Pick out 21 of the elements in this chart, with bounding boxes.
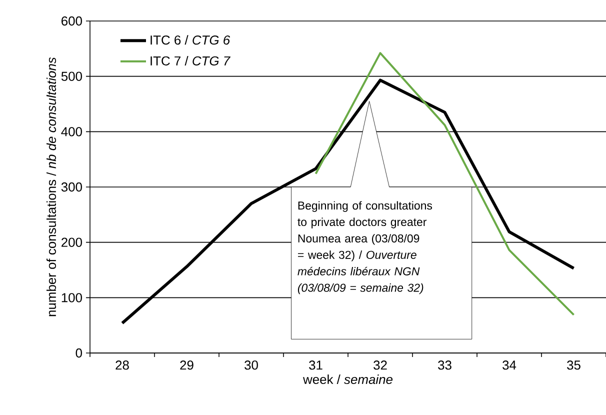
- y-tick-label: 400: [61, 127, 82, 136]
- annotation: Beginning of consultations to private doctors greater Noumea area (03/08/09 = week 32) / Ouverture médecins libéraux NGN (03/08/09 = semaine 32): [298, 201, 432, 294]
- x-tick-label: 34: [502, 360, 516, 370]
- y-tick-label: 500: [61, 72, 82, 81]
- y-tick-label: 0: [76, 348, 82, 358]
- x-tick-label: 29: [180, 360, 194, 370]
- x-axis-title: week / semaine: [302, 374, 392, 384]
- y-tick-label: 200: [62, 238, 82, 247]
- y-tick-label: 600: [62, 16, 82, 26]
- y-axis-title: number of consultations / nb de consultations: [46, 57, 56, 316]
- x-tick-label: 30: [244, 360, 258, 370]
- line-series: [120, 78, 576, 325]
- x-tick-label: 28: [116, 360, 129, 370]
- legend-label: ITC 6 / CTG 6: [150, 35, 230, 45]
- y-tick-label: 300: [61, 182, 82, 192]
- x-tick-label: 35: [567, 360, 580, 370]
- legend-label: ITC 7 / CTG 7: [150, 56, 230, 66]
- x-tick-label: 33: [438, 360, 452, 370]
- x-tick-label: 31: [309, 360, 322, 370]
- x-tick-label: 32: [374, 360, 387, 370]
- y-tick-label: 100: [62, 293, 82, 302]
